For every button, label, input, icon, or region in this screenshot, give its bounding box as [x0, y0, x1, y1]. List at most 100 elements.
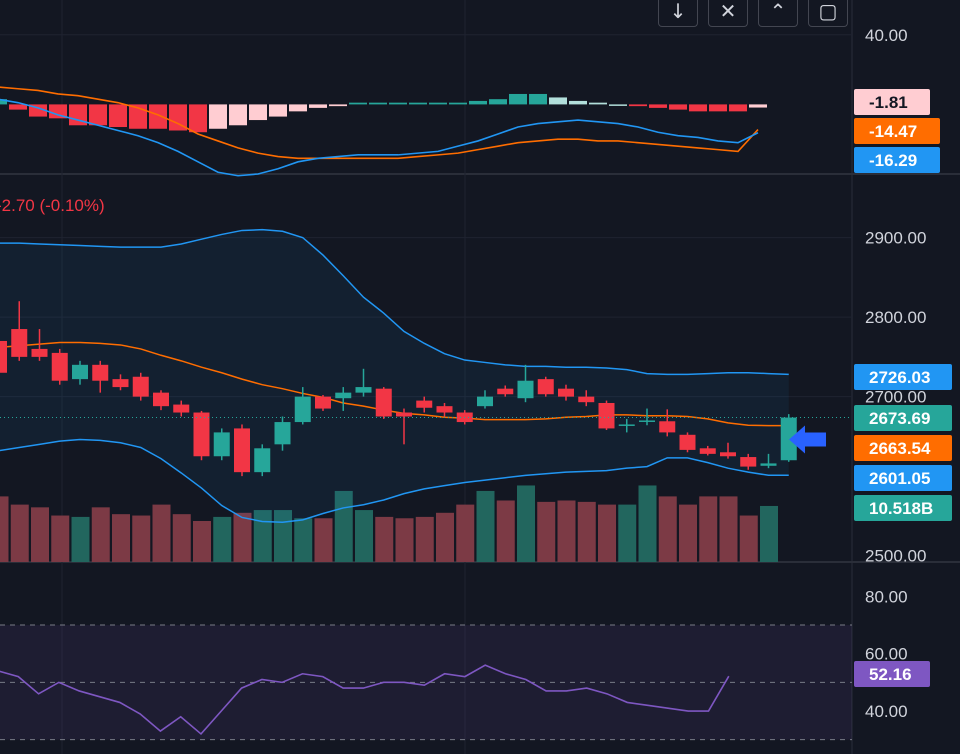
- candle-body: [618, 424, 635, 426]
- bollinger-basis-line: [0, 341, 789, 427]
- volume-badge-text: 10.518B: [869, 499, 933, 518]
- macd-histogram-bar: [649, 104, 667, 108]
- macd-histogram-bar: [249, 104, 267, 121]
- close-button[interactable]: ✕: [708, 0, 748, 27]
- macd-histogram-bar: [49, 104, 67, 119]
- volume-badge: 10.518B: [854, 495, 952, 521]
- macd-histogram-bar: [289, 104, 307, 112]
- volume-bar: [679, 504, 697, 562]
- macd-histogram-bar: [169, 104, 187, 131]
- rsi-panel[interactable]: [0, 624, 852, 741]
- candle-body: [112, 379, 129, 388]
- macd-signal-badge-text: -14.47: [869, 122, 917, 141]
- arrow-down-icon: ↓: [669, 0, 687, 23]
- candle-body: [598, 402, 615, 429]
- volume-bar: [10, 504, 29, 562]
- candle-body: [537, 379, 554, 395]
- bb-lower-badge-text: 2601.05: [869, 469, 930, 488]
- macd-histogram-bar: [9, 104, 27, 110]
- rsi-line: [0, 664, 730, 736]
- macd-histogram-bar: [349, 102, 367, 105]
- macd-line-badge-bg: [854, 147, 940, 173]
- rsi-badge: 52.16: [854, 661, 930, 687]
- macd-histogram-bar: [89, 104, 107, 126]
- candle-body: [720, 452, 736, 457]
- price-change-text: -2.70 (-0.10%): [0, 196, 105, 215]
- macd-histogram-bar: [489, 99, 507, 105]
- macd-histogram-bar: [589, 102, 607, 105]
- bollinger-band-fill: [0, 229, 789, 523]
- volume-bar: [253, 510, 272, 562]
- candle-body: [294, 396, 311, 423]
- macd-histogram-bar: [409, 102, 427, 105]
- bb-basis-badge: 2663.54: [854, 435, 952, 461]
- axis-tick-label: 80.00: [865, 587, 908, 606]
- volume-bar: [638, 485, 657, 562]
- volume-bar: [71, 516, 90, 562]
- volume-bar: [537, 501, 556, 562]
- candle-body: [234, 428, 250, 473]
- bb-basis-badge-bg: [854, 435, 952, 461]
- volume-bar: [193, 521, 211, 562]
- rsi-badge-bg: [854, 661, 930, 687]
- collapse-button[interactable]: ⌃: [758, 0, 798, 27]
- volume-bar: [557, 500, 576, 562]
- macd-line-badge: -16.29: [854, 147, 940, 173]
- volume-bar: [760, 505, 778, 562]
- candle-body: [497, 388, 514, 395]
- macd-signal-line: [0, 86, 759, 160]
- arrow-left-icon: [789, 425, 826, 454]
- volume-badge-bg: [854, 495, 952, 521]
- candle-body: [355, 387, 372, 393]
- volume-bar: [152, 504, 171, 562]
- volume-bar: [739, 515, 758, 562]
- candle-body: [173, 404, 190, 413]
- macd-histogram-bar: [309, 104, 327, 108]
- macd-histogram-bar: [449, 102, 467, 105]
- bb-lower-badge-bg: [854, 465, 952, 491]
- volume-bar: [274, 510, 292, 562]
- macd-hist-badge-bg: [854, 89, 930, 115]
- candle-body: [11, 329, 28, 357]
- volume-bar: [496, 500, 515, 562]
- volume-bar: [172, 514, 191, 562]
- candle-body: [679, 434, 696, 450]
- volume-bar: [415, 516, 434, 562]
- volume-bar: [375, 516, 394, 562]
- macd-line: [0, 98, 759, 177]
- volume-bar: [132, 515, 151, 562]
- candle-body: [0, 340, 7, 373]
- candle-body: [92, 364, 109, 381]
- macd-panel[interactable]: [0, 34, 852, 177]
- maximize-button[interactable]: ▢: [808, 0, 848, 27]
- volume-bar: [112, 514, 130, 562]
- macd-histogram-bar: [0, 99, 7, 105]
- candle-body: [153, 392, 169, 407]
- scroll-down-button[interactable]: ↓: [658, 0, 698, 27]
- bollinger-lower-line: [0, 438, 789, 523]
- price-panel[interactable]: [0, 228, 852, 562]
- candle-body: [213, 432, 230, 457]
- axis-tick-label: 2900.00: [865, 229, 926, 248]
- macd-hist-badge-text: -1.81: [869, 93, 908, 112]
- candle-body: [193, 412, 210, 457]
- volume-bar: [51, 515, 70, 562]
- volume-bar: [233, 512, 252, 562]
- volume-bar: [436, 512, 454, 562]
- candle-body: [436, 406, 453, 413]
- volume-bar: [294, 518, 313, 562]
- bb-upper-badge-bg: [854, 364, 952, 390]
- volume-bar: [699, 496, 718, 562]
- volume-bar: [355, 510, 373, 562]
- candle-body: [72, 364, 88, 380]
- candle-body: [699, 448, 716, 454]
- axis-tick-label: 60.00: [865, 645, 908, 664]
- macd-histogram-bar: [209, 104, 227, 129]
- macd-histogram-bar: [689, 104, 707, 112]
- macd-histogram-bar: [509, 93, 527, 105]
- price-axis[interactable]: 40.00 2900.00 2800.00 2700.00 2500.00 80.00 60…: [865, 26, 926, 721]
- volume-bar: [517, 485, 535, 562]
- candle-body: [375, 388, 392, 417]
- candle-body: [477, 396, 493, 407]
